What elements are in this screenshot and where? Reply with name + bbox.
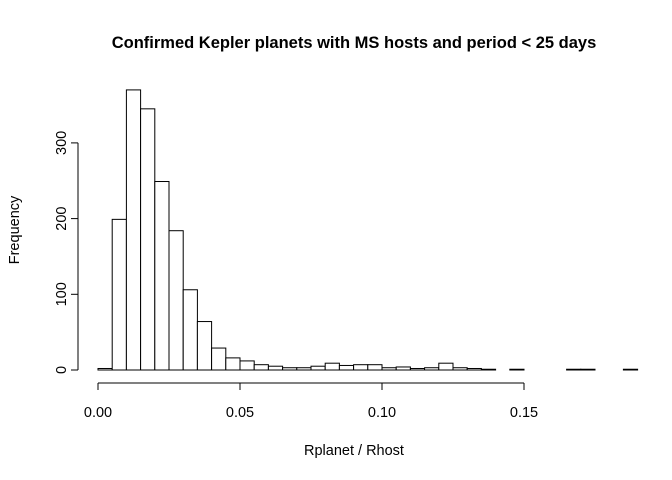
histogram-bar — [97, 367, 113, 371]
y-tick-label: 0 — [54, 366, 70, 374]
histogram-bar — [566, 368, 582, 371]
histogram-bar — [395, 366, 411, 371]
x-tick-label: 0.10 — [368, 405, 396, 421]
x-tick-label: 0.15 — [510, 405, 538, 421]
x-axis-label: Rplanet / Rhost — [304, 443, 404, 459]
histogram-bar — [622, 368, 639, 371]
y-tick-label: 300 — [54, 131, 70, 155]
y-axis-label: Frequency — [7, 195, 23, 264]
histogram-bar — [154, 181, 170, 371]
histogram-bar — [409, 367, 426, 371]
histogram-bar — [253, 364, 269, 371]
histogram-bar — [211, 347, 227, 371]
x-tick-label: 0.00 — [84, 405, 112, 421]
y-tick-label: 100 — [54, 282, 70, 306]
histogram-bar — [338, 364, 355, 371]
x-axis: 0.00 0.05 0.10 0.15 — [84, 382, 538, 421]
chart-title: Confirmed Kepler planets with MS hosts a… — [112, 34, 597, 52]
x-tick-label: 0.05 — [226, 405, 254, 421]
histogram-bar — [452, 367, 468, 371]
histogram-bar — [324, 362, 340, 371]
histogram-bar — [168, 230, 184, 371]
histogram-bar — [367, 364, 383, 371]
histogram-bar — [381, 367, 397, 371]
histogram-bars — [97, 89, 639, 371]
histogram-bar — [140, 108, 156, 371]
histogram-bar — [580, 368, 596, 371]
histogram-bar — [424, 367, 440, 371]
histogram-bar — [111, 218, 127, 371]
histogram-bar — [509, 368, 525, 371]
histogram-bar — [310, 365, 326, 371]
histogram-bar — [353, 364, 369, 371]
histogram-bar — [267, 365, 284, 371]
histogram-bar — [466, 367, 482, 371]
histogram-bar — [196, 321, 213, 371]
y-tick-label: 200 — [54, 206, 70, 230]
y-axis: 0 100 200 300 — [54, 131, 79, 374]
histogram-bar — [125, 89, 142, 371]
histogram-bar — [225, 357, 241, 371]
histogram-bar — [282, 367, 298, 371]
histogram-bar — [438, 362, 454, 371]
histogram-bar — [296, 367, 312, 371]
histogram-bar — [239, 360, 255, 371]
histogram-bar — [480, 368, 497, 371]
histogram-bar — [182, 289, 198, 371]
